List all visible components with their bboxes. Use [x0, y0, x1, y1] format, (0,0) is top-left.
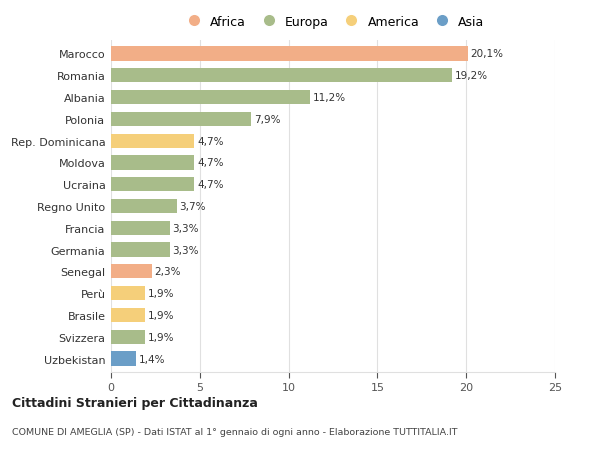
Text: Cittadini Stranieri per Cittadinanza: Cittadini Stranieri per Cittadinanza: [12, 396, 258, 409]
Bar: [111, 352, 136, 366]
Bar: [111, 243, 170, 257]
Text: 11,2%: 11,2%: [313, 93, 346, 103]
Text: 20,1%: 20,1%: [470, 50, 503, 59]
Text: 3,3%: 3,3%: [172, 245, 199, 255]
Bar: [111, 91, 310, 105]
Bar: [111, 308, 145, 322]
Text: 1,9%: 1,9%: [148, 332, 174, 342]
Text: 2,3%: 2,3%: [155, 267, 181, 277]
Text: COMUNE DI AMEGLIA (SP) - Dati ISTAT al 1° gennaio di ogni anno - Elaborazione TU: COMUNE DI AMEGLIA (SP) - Dati ISTAT al 1…: [12, 427, 458, 436]
Bar: [111, 47, 468, 62]
Text: 4,7%: 4,7%: [197, 136, 224, 146]
Text: 3,7%: 3,7%: [179, 202, 206, 212]
Legend: Africa, Europa, America, Asia: Africa, Europa, America, Asia: [182, 16, 484, 28]
Bar: [111, 112, 251, 127]
Bar: [111, 286, 145, 301]
Text: 1,9%: 1,9%: [148, 310, 174, 320]
Bar: [111, 330, 145, 344]
Bar: [111, 200, 177, 213]
Text: 4,7%: 4,7%: [197, 158, 224, 168]
Text: 4,7%: 4,7%: [197, 180, 224, 190]
Text: 19,2%: 19,2%: [455, 71, 488, 81]
Text: 7,9%: 7,9%: [254, 115, 280, 124]
Text: 1,9%: 1,9%: [148, 289, 174, 298]
Bar: [111, 178, 194, 192]
Bar: [111, 221, 170, 235]
Text: 3,3%: 3,3%: [172, 223, 199, 233]
Bar: [111, 265, 152, 279]
Text: 1,4%: 1,4%: [139, 354, 165, 364]
Bar: [111, 134, 194, 148]
Bar: [111, 156, 194, 170]
Bar: [111, 69, 452, 83]
